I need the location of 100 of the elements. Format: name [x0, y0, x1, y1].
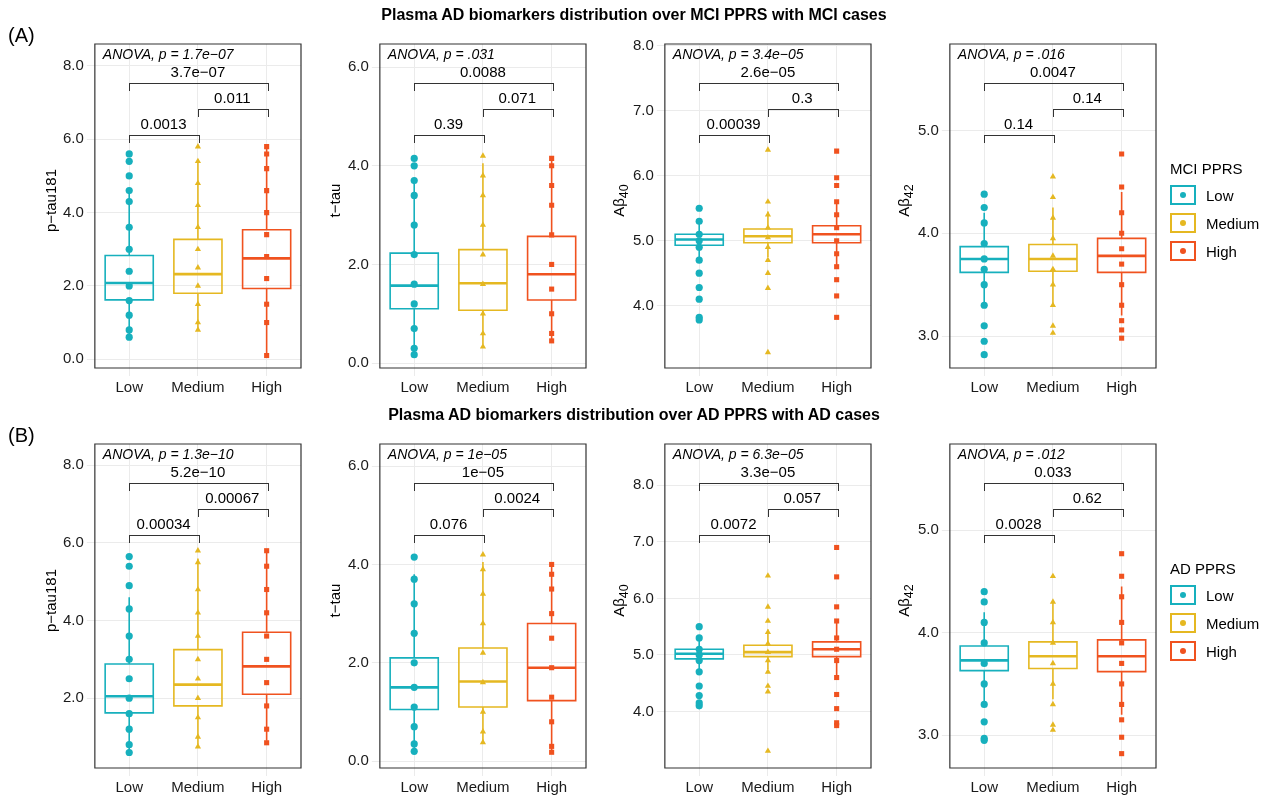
- annotation: 0.39: [433, 114, 464, 132]
- x-tick-label: Medium: [171, 778, 225, 796]
- y-tick-label: 7.0: [632, 531, 654, 549]
- y-tick-label: 4.0: [632, 295, 654, 313]
- chart-subtitle: (B): [8, 424, 35, 447]
- x-tick-label: Medium: [1026, 378, 1080, 396]
- annotation: 0.0088: [459, 62, 506, 80]
- x-tick-label: Low: [115, 778, 144, 796]
- x-tick-label: High: [536, 778, 568, 796]
- annotation: 0.0047: [1029, 62, 1076, 80]
- x-tick-label: Medium: [456, 778, 510, 796]
- x-tick-label: Low: [970, 778, 999, 796]
- y-tick-label: 2.0: [347, 652, 369, 670]
- y-tick-label: 5.0: [917, 120, 939, 138]
- y-tick-label: 4.0: [347, 554, 369, 572]
- x-tick-label: Medium: [741, 378, 795, 396]
- annotation: 0.011: [214, 88, 251, 106]
- annotation: 0.00039: [706, 114, 761, 132]
- y-tick-label: 3.0: [917, 725, 939, 743]
- annotation: 0.62: [1072, 488, 1102, 506]
- x-tick-label: Medium: [171, 378, 225, 396]
- annotation: 0.14: [1072, 88, 1102, 106]
- y-axis-title: p−tau181: [41, 568, 59, 632]
- y-tick-label: 4.0: [347, 155, 369, 173]
- annotation: 0.14: [1003, 114, 1034, 132]
- x-tick-label: High: [821, 778, 853, 796]
- chart-title: Plasma AD biomarkers distribution over AD PPRS with AD cases: [387, 406, 881, 424]
- y-tick-label: 6.0: [62, 533, 84, 551]
- y-axis-title: p−tau181: [41, 168, 59, 232]
- annotation: 0.00034: [136, 514, 191, 532]
- annotation: 0.057: [783, 488, 822, 506]
- y-tick-label: 4.0: [632, 701, 654, 719]
- y-tick-label: 0.0: [62, 349, 84, 367]
- annotation: 3.3e−05: [740, 462, 796, 480]
- legend-title: AD PPRS: [1170, 560, 1237, 577]
- chart-title: Plasma AD biomarkers distribution over MCI PPRS with MCI cases: [380, 6, 888, 24]
- y-tick-label: 4.0: [917, 223, 939, 241]
- y-tick-label: 0.0: [347, 751, 369, 769]
- y-tick-label: 6.0: [632, 165, 654, 183]
- y-tick-label: 8.0: [62, 455, 84, 473]
- annotation: 3.7e−07: [170, 62, 226, 80]
- y-tick-label: 5.0: [632, 230, 654, 248]
- x-tick-label: Low: [400, 378, 429, 396]
- y-axis-title: t−tau: [326, 183, 344, 217]
- y-tick-label: 4.0: [917, 622, 939, 640]
- y-tick-label: 0.0: [347, 353, 369, 371]
- annotation: ANOVA, p = 1e−05: [387, 446, 507, 462]
- y-tick-label: 6.0: [62, 129, 84, 147]
- annotation: ANOVA, p = .016: [957, 46, 1065, 62]
- x-tick-label: High: [821, 378, 853, 396]
- legend-label: Low: [1206, 186, 1234, 204]
- annotation: ANOVA, p = .031: [387, 46, 495, 62]
- y-axis-title: t−tau: [326, 583, 344, 617]
- y-tick-label: 8.0: [632, 475, 654, 493]
- x-tick-label: Low: [970, 378, 999, 396]
- y-tick-label: 5.0: [917, 520, 939, 538]
- annotation: 0.0013: [140, 114, 187, 132]
- annotation: ANOVA, p = .012: [957, 446, 1065, 462]
- annotation: 0.0072: [710, 514, 757, 532]
- annotation: 0.0024: [494, 488, 541, 506]
- annotation: ANOVA, p = 3.4e−05: [672, 46, 804, 62]
- legend-label: High: [1206, 242, 1237, 260]
- y-tick-label: 7.0: [632, 101, 654, 119]
- y-tick-label: 6.0: [347, 57, 369, 75]
- x-tick-label: High: [536, 378, 568, 396]
- y-tick-label: 2.0: [62, 688, 84, 706]
- y-tick-label: 4.0: [62, 610, 84, 628]
- legend-label: Medium: [1206, 614, 1260, 632]
- chart-subtitle: (A): [8, 24, 35, 47]
- x-tick-label: High: [251, 378, 283, 396]
- annotation: 0.3: [791, 88, 813, 106]
- x-tick-label: Low: [115, 378, 144, 396]
- y-tick-label: 2.0: [62, 276, 84, 294]
- y-tick-label: 4.0: [62, 202, 84, 220]
- annotation: 0.071: [498, 88, 537, 106]
- legend-title: MCI PPRS: [1170, 160, 1244, 177]
- legend-label: Medium: [1206, 214, 1260, 232]
- legend-label: Low: [1206, 586, 1234, 604]
- x-tick-label: Medium: [741, 778, 795, 796]
- annotation: 0.076: [429, 514, 468, 532]
- x-tick-label: Low: [685, 378, 714, 396]
- y-tick-label: 8.0: [62, 56, 84, 74]
- y-tick-label: 6.0: [347, 456, 369, 474]
- x-tick-label: High: [1106, 778, 1138, 796]
- x-tick-label: High: [1106, 378, 1138, 396]
- x-tick-label: Medium: [456, 378, 510, 396]
- annotation: ANOVA, p = 6.3e−05: [672, 446, 804, 462]
- x-tick-label: Low: [685, 778, 714, 796]
- annotation: 1e−05: [461, 462, 504, 480]
- y-tick-label: 8.0: [632, 36, 654, 54]
- annotation: 0.0028: [995, 514, 1042, 532]
- y-tick-label: 3.0: [917, 326, 939, 344]
- legend-label: High: [1206, 642, 1237, 660]
- x-tick-label: Medium: [1026, 778, 1080, 796]
- annotation: ANOVA, p = 1.7e−07: [102, 46, 234, 62]
- annotation: 5.2e−10: [170, 462, 226, 480]
- y-tick-label: 2.0: [347, 254, 369, 272]
- y-tick-label: 5.0: [632, 645, 654, 663]
- y-tick-label: 6.0: [632, 588, 654, 606]
- x-tick-label: Low: [400, 778, 429, 796]
